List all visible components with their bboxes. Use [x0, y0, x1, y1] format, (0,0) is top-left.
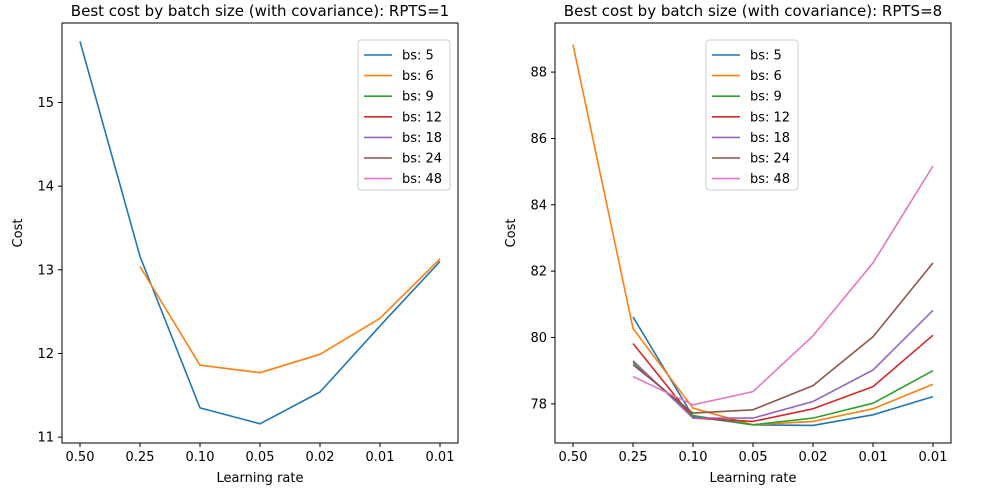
x-tick-label: 0.25: [619, 450, 648, 465]
x-tick-label: 0.10: [679, 450, 708, 465]
x-tick-label: 0.01: [919, 450, 948, 465]
series-line-bs-5: [79, 41, 441, 425]
x-tick-label: 0.01: [426, 450, 455, 465]
x-tick-label: 0.02: [799, 450, 828, 465]
x-axis-label: Learning rate: [710, 471, 797, 486]
y-tick-label: 15: [37, 96, 54, 111]
legend-box: [357, 39, 451, 191]
y-tick-label: 11: [37, 431, 54, 446]
chart-title: Best cost by batch size (with covariance…: [71, 2, 449, 20]
legend-label: bs: 9: [750, 90, 782, 105]
y-tick-label: 80: [530, 331, 547, 346]
legend-label: bs: 18: [402, 131, 442, 146]
x-tick-label: 0.05: [246, 450, 275, 465]
x-tick-label: 0.02: [306, 450, 335, 465]
series-line-bs-6: [139, 258, 441, 374]
y-tick-label: 84: [530, 198, 547, 213]
legend-label: bs: 5: [750, 49, 782, 64]
legend-label: bs: 6: [750, 69, 782, 84]
x-tick-label: 0.50: [66, 450, 95, 465]
x-tick-label: 0.01: [366, 450, 395, 465]
legend: bs: 5 bs: 6 bs: 9 bs: 12 bs: 18 bs: 24 bs: 48: [357, 39, 451, 191]
legend-label: bs: 24: [750, 152, 790, 167]
legend-label: bs: 18: [750, 131, 790, 146]
series-line-bs-18: [632, 309, 934, 419]
y-axis-label: Cost: [504, 219, 519, 248]
x-tick-label: 0.25: [126, 450, 155, 465]
legend-label: bs: 48: [750, 172, 790, 187]
legend-label: bs: 24: [402, 152, 442, 167]
legend: bs: 5 bs: 6 bs: 9 bs: 12 bs: 18 bs: 24 bs: 48: [705, 39, 799, 191]
series-line-bs-12: [632, 334, 934, 423]
legend-label: bs: 48: [402, 172, 442, 187]
x-axis-label: Learning rate: [217, 471, 304, 486]
y-tick-label: 78: [530, 397, 547, 412]
legend-label: bs: 12: [402, 110, 442, 125]
y-tick-label: 14: [37, 180, 54, 195]
x-tick-label: 0.01: [859, 450, 888, 465]
legend-label: bs: 5: [402, 49, 434, 64]
y-tick-label: 12: [37, 347, 54, 362]
series-line-bs-48: [632, 165, 934, 406]
chart-title: Best cost by batch size (with covariance…: [564, 2, 942, 20]
series-line-bs-24: [632, 262, 934, 414]
y-tick-label: 88: [530, 66, 547, 81]
y-tick-label: 86: [530, 132, 547, 147]
x-tick-label: 0.10: [186, 450, 215, 465]
y-axis-label: Cost: [11, 219, 26, 248]
x-tick-label: 0.50: [559, 450, 588, 465]
chart-panel-1: 0.50 0.25 0.10 0.05 0.02 0.01 0.01 11 12 13 14 15 Be…: [11, 2, 459, 486]
legend-label: bs: 9: [402, 90, 434, 105]
legend-label: bs: 12: [750, 110, 790, 125]
legend-label: bs: 6: [402, 69, 434, 84]
chart-panel-2: 0.50 0.25 0.10 0.05 0.02 0.01 0.01 78 80 82 84 86 88…: [504, 2, 952, 486]
y-tick-label: 13: [37, 263, 54, 278]
y-tick-label: 82: [530, 265, 547, 280]
legend-box: [705, 39, 799, 191]
x-tick-label: 0.05: [739, 450, 768, 465]
